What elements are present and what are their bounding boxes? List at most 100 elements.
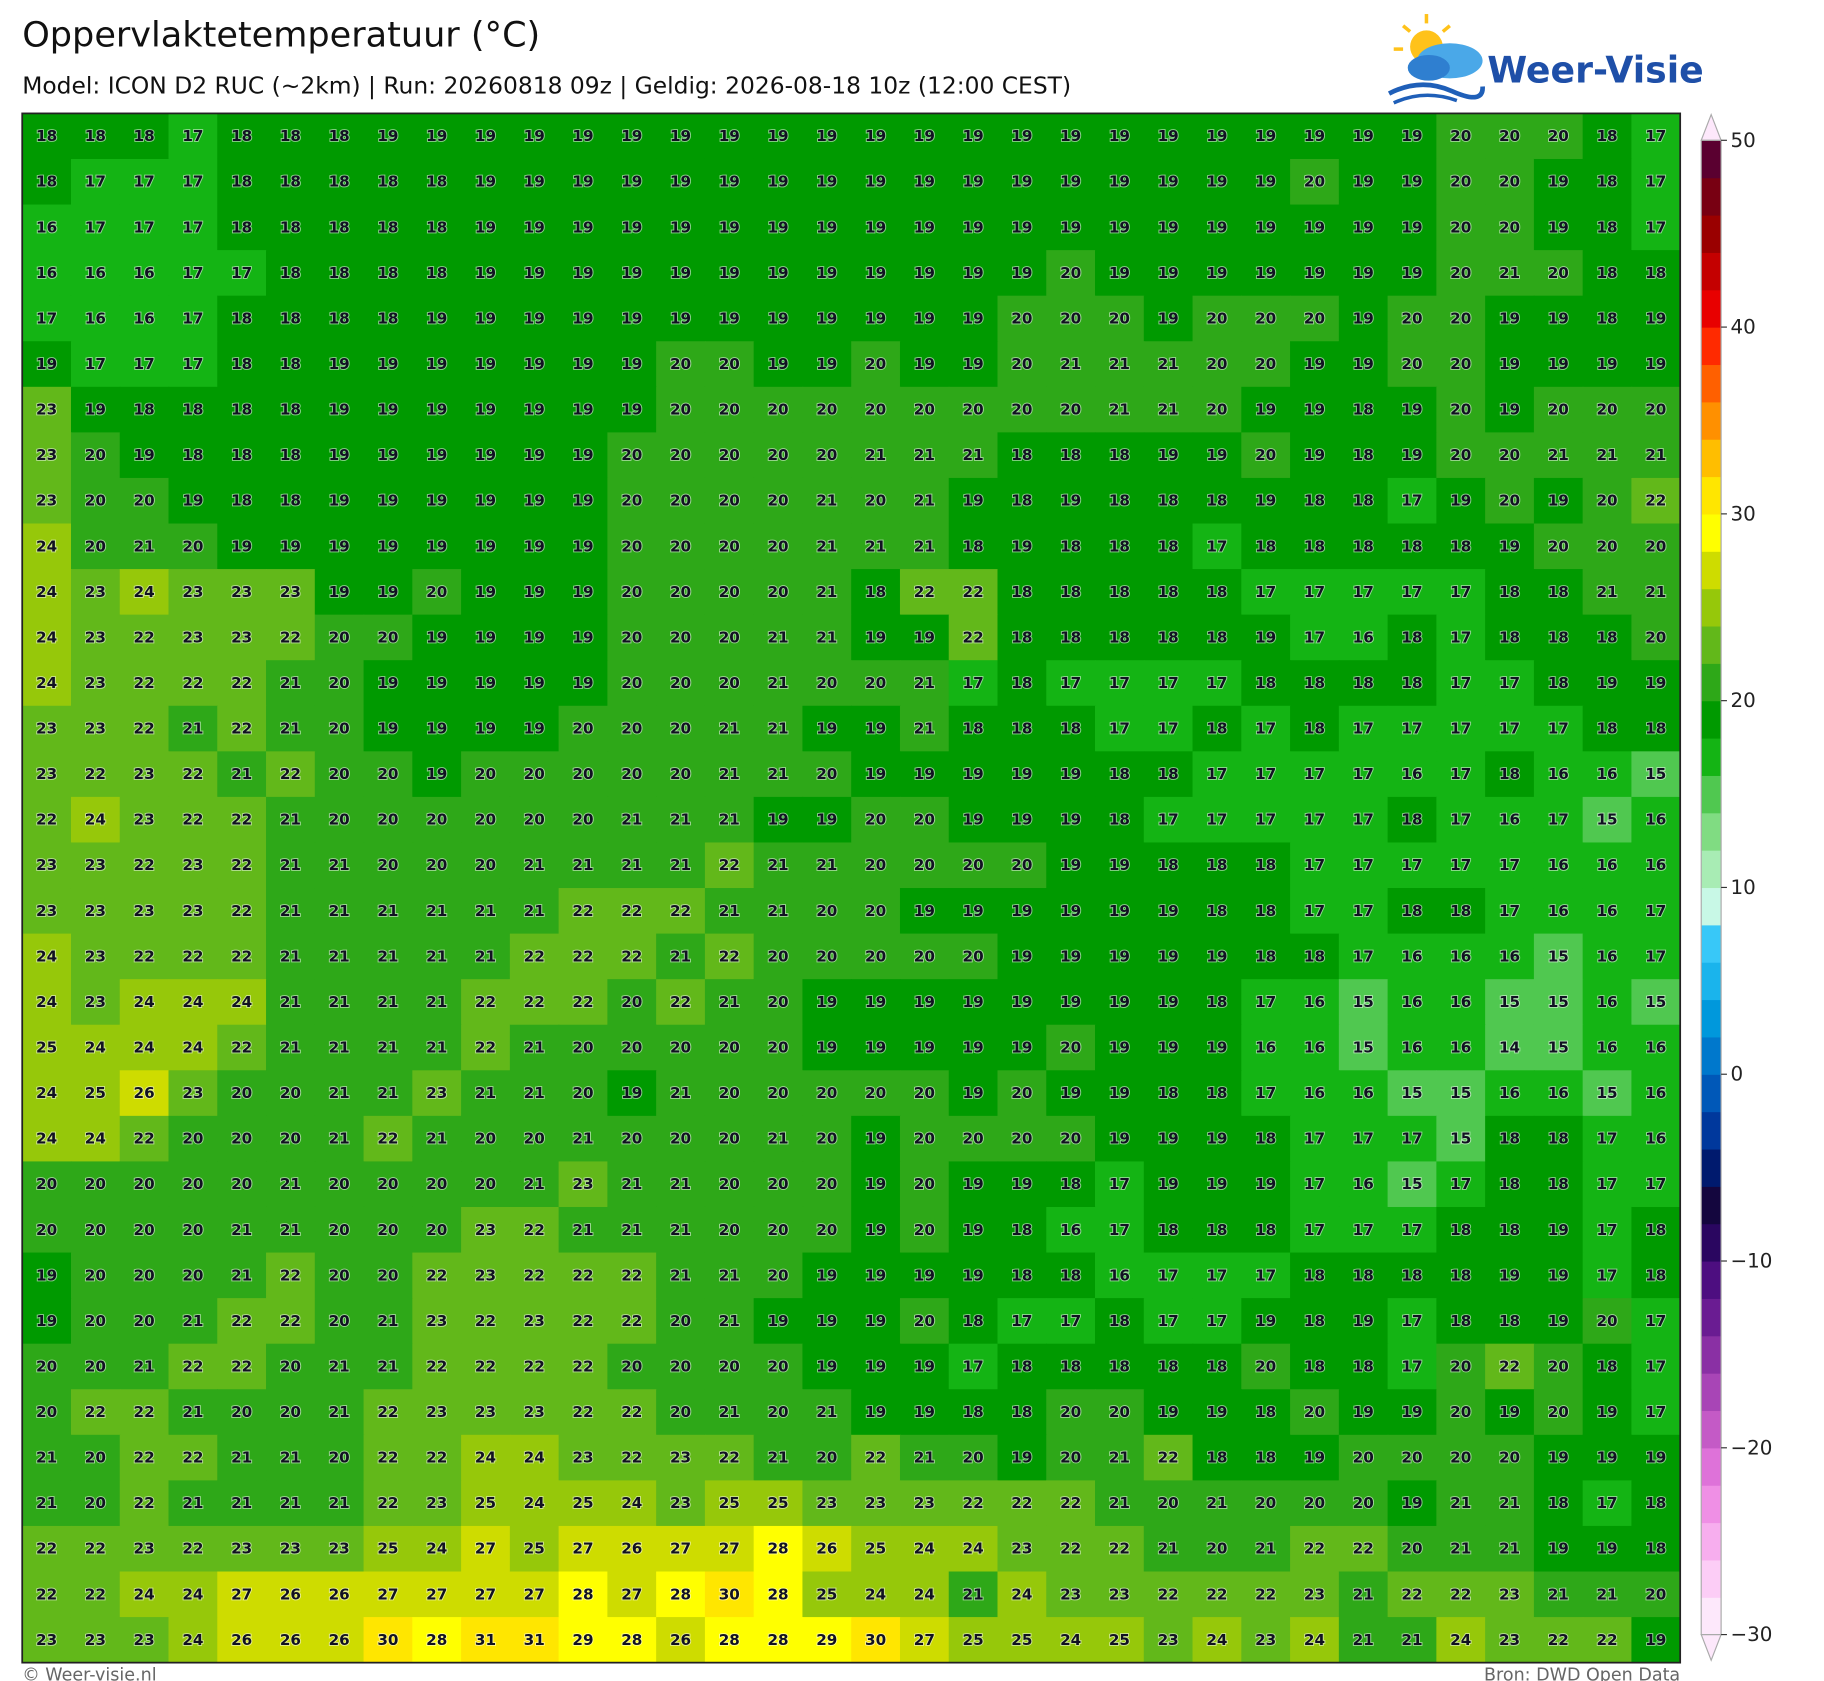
temperature-cell: [266, 660, 316, 707]
temperature-label: 19: [914, 264, 935, 282]
temperature-label: 19: [524, 127, 545, 145]
temperature-label: 19: [865, 1266, 886, 1284]
temperature-label: 20: [1011, 1130, 1032, 1148]
temperature-cell: [1290, 1115, 1340, 1163]
temperature-label: 19: [475, 674, 496, 692]
temperature-cell: [1338, 113, 1389, 160]
temperature-label: 27: [524, 1585, 545, 1603]
temperature-label: 17: [1450, 628, 1471, 646]
temperature-cell: [1241, 1115, 1291, 1163]
temperature-label: 20: [1499, 218, 1520, 236]
temperature-cell: [1290, 660, 1340, 707]
temperature-label: 18: [1206, 1221, 1227, 1239]
temperature-cell: [1436, 1252, 1486, 1299]
temperature-cell: [1436, 204, 1486, 251]
colorbar-band: [1701, 588, 1722, 627]
temperature-label: 21: [377, 1039, 398, 1057]
temperature-cell: [22, 1617, 72, 1664]
temperature-label: 19: [865, 264, 886, 282]
temperature-label: 21: [426, 1130, 447, 1148]
temperature-cell: [1192, 933, 1243, 980]
temperature-label: 19: [1011, 1449, 1032, 1467]
temperature-cell: [558, 1024, 609, 1071]
temperature-cell: [1192, 295, 1243, 342]
temperature-cell: [1533, 1115, 1584, 1163]
temperature-label: 18: [1596, 720, 1617, 738]
colorbar-band: [1701, 140, 1722, 179]
temperature-cell: [899, 158, 950, 206]
temperature-cell: [1631, 1206, 1681, 1254]
temperature-cell: [899, 432, 950, 479]
temperature-label: 18: [1255, 856, 1276, 874]
temperature-label: 17: [1353, 811, 1374, 829]
temperature-cell: [168, 523, 218, 570]
temperature-label: 17: [1450, 674, 1471, 692]
temperature-label: 21: [280, 947, 301, 965]
temperature-label: 17: [1401, 856, 1422, 874]
temperature-label: 18: [1450, 1266, 1471, 1284]
temperature-cell: [22, 204, 72, 251]
temperature-cell: [461, 158, 511, 206]
temperature-label: 21: [280, 720, 301, 738]
temperature-cell: [1338, 660, 1389, 707]
temperature-label: 16: [1304, 993, 1325, 1011]
temperature-cell: [656, 1434, 706, 1482]
temperature-cell: [558, 432, 609, 479]
temperature-cell: [802, 1389, 852, 1436]
temperature-cell: [948, 295, 999, 342]
temperature-label: 26: [280, 1631, 301, 1649]
temperature-cell: [558, 1252, 609, 1299]
temperature-label: 17: [1158, 1312, 1179, 1330]
temperature-cell: [851, 432, 901, 479]
map-labels: 18 18 18 17 18 18 18 19 19 19 19 19 19 19 19 19 19 19 19 19…: [35, 126, 1667, 1650]
temperature-cell: [1290, 432, 1340, 479]
temperature-label: 19: [1158, 902, 1179, 920]
temperature-label: 19: [1645, 309, 1666, 327]
temperature-cell: [412, 386, 462, 434]
temperature-label: 21: [377, 993, 398, 1011]
temperature-cell: [1436, 1070, 1486, 1117]
colorbar-band: [1701, 999, 1722, 1038]
temperature-cell: [1338, 1617, 1389, 1664]
temperature-cell: [168, 888, 218, 935]
temperature-cell: [1241, 1298, 1291, 1345]
temperature-cell: [607, 1070, 657, 1117]
temperature-cell: [168, 158, 218, 206]
temperature-label: 20: [377, 628, 398, 646]
temperature-cell: [461, 842, 511, 889]
temperature-cell: [217, 295, 267, 342]
temperature-cell: [119, 1617, 170, 1664]
temperature-cell: [1143, 250, 1194, 297]
temperature-cell: [22, 569, 72, 616]
temperature-label: 20: [865, 947, 886, 965]
temperature-cell: [1485, 113, 1535, 160]
temperature-cell: [1631, 250, 1681, 297]
temperature-cell: [1533, 113, 1584, 160]
temperature-cell: [607, 1343, 657, 1390]
colorbar-tick-label: 20: [1730, 689, 1755, 712]
temperature-cell: [1485, 1115, 1535, 1163]
temperature-label: 16: [1596, 993, 1617, 1011]
temperature-label: 20: [767, 1084, 788, 1102]
temperature-cell: [168, 341, 218, 388]
temperature-label: 22: [670, 902, 691, 920]
temperature-cell: [1631, 1024, 1681, 1071]
temperature-cell: [607, 1434, 657, 1482]
temperature-label: 21: [767, 902, 788, 920]
temperature-cell: [509, 523, 560, 570]
temperature-cell: [1582, 295, 1633, 342]
temperature-cell: [314, 158, 365, 206]
temperature-cell: [1046, 1161, 1096, 1208]
temperature-label: 21: [816, 856, 837, 874]
temperature-cell: [1143, 341, 1194, 388]
temperature-label: 21: [1499, 1540, 1520, 1558]
temperature-cell: [363, 1525, 414, 1573]
temperature-cell: [22, 1161, 72, 1208]
temperature-cell: [461, 1206, 511, 1254]
temperature-label: 20: [816, 401, 837, 419]
temperature-label: 20: [670, 674, 691, 692]
temperature-cell: [851, 1024, 901, 1071]
temperature-label: 21: [475, 1084, 496, 1102]
temperature-cell: [1338, 1434, 1389, 1482]
temperature-cell: [363, 1070, 414, 1117]
